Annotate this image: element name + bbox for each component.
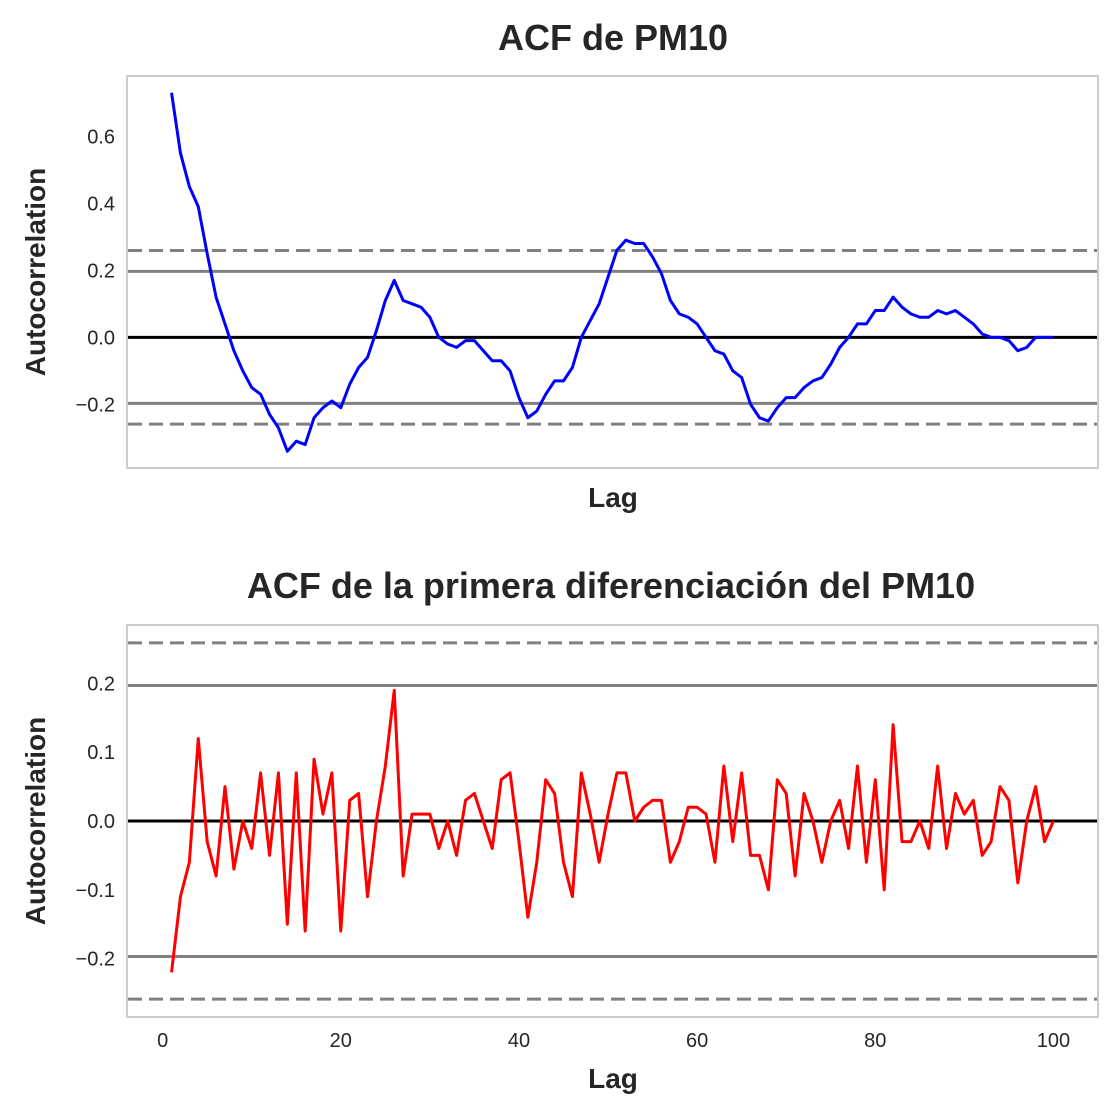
- y-tick-label: −0.1: [76, 880, 115, 902]
- y-tick-label: 0.1: [87, 742, 115, 764]
- y-tick-label: 0.6: [87, 126, 115, 148]
- y-tick-label: 0.0: [87, 811, 115, 833]
- plot-area: −0.2 0.0 0.2 0.4 0.6: [76, 92, 1097, 453]
- x-axis-label: Lag: [588, 482, 638, 513]
- x-tick-label: 40: [508, 1030, 530, 1052]
- acf-series-line: [170, 92, 1054, 453]
- acf-series-line: [170, 688, 1055, 973]
- chart-acf-pm10: ACF de PM10 −0.2 0.0 0.2 0.4 0.6 Lag Autocor…: [20, 17, 1099, 513]
- plot-area: −0.2 −0.1 0.0 0.1 0.2 0 20 40 60 80 100: [76, 641, 1097, 1052]
- x-tick-label: 80: [864, 1030, 886, 1052]
- chart-title: ACF de la primera diferenciación del PM1…: [247, 565, 975, 606]
- x-tick-label: 100: [1037, 1030, 1070, 1052]
- y-tick-label: 0.2: [87, 673, 115, 695]
- y-tick-label: −0.2: [76, 394, 115, 416]
- plot-frame: [126, 624, 1099, 1018]
- y-tick-label: 0.4: [87, 193, 115, 215]
- chart-acf-diff-pm10: ACF de la primera diferenciación del PM1…: [20, 565, 1099, 1094]
- x-tick-label: 60: [686, 1030, 708, 1052]
- chart-title: ACF de PM10: [498, 17, 728, 58]
- y-tick-label: −0.2: [76, 949, 115, 971]
- x-tick-label: 20: [330, 1030, 352, 1052]
- x-tick-label: 0: [157, 1030, 168, 1052]
- y-axis-label: Autocorrelation: [20, 168, 51, 376]
- y-tick-label: 0.0: [87, 327, 115, 349]
- x-axis-label: Lag: [588, 1063, 638, 1094]
- plot-frame: [126, 75, 1099, 469]
- y-tick-label: 0.2: [87, 260, 115, 282]
- y-axis-label: Autocorrelation: [20, 717, 51, 925]
